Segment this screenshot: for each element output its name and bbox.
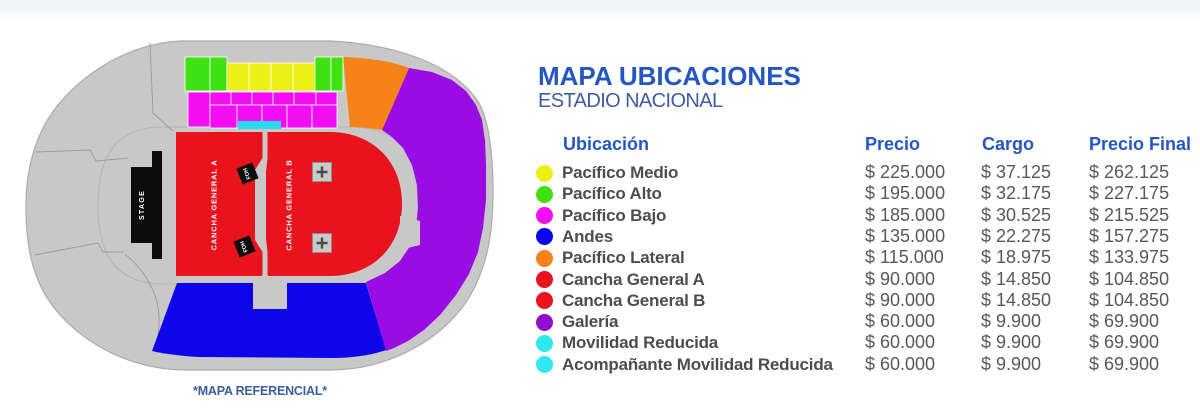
svg-text:FOH: FOH [240,240,250,253]
svg-text:CANCHA GENERAL B: CANCHA GENERAL B [285,159,294,250]
svg-text:STAGE: STAGE [139,190,146,220]
svg-text:FOH: FOH [243,167,253,180]
svg-text:CANCHA GENERAL A: CANCHA GENERAL A [210,160,219,251]
